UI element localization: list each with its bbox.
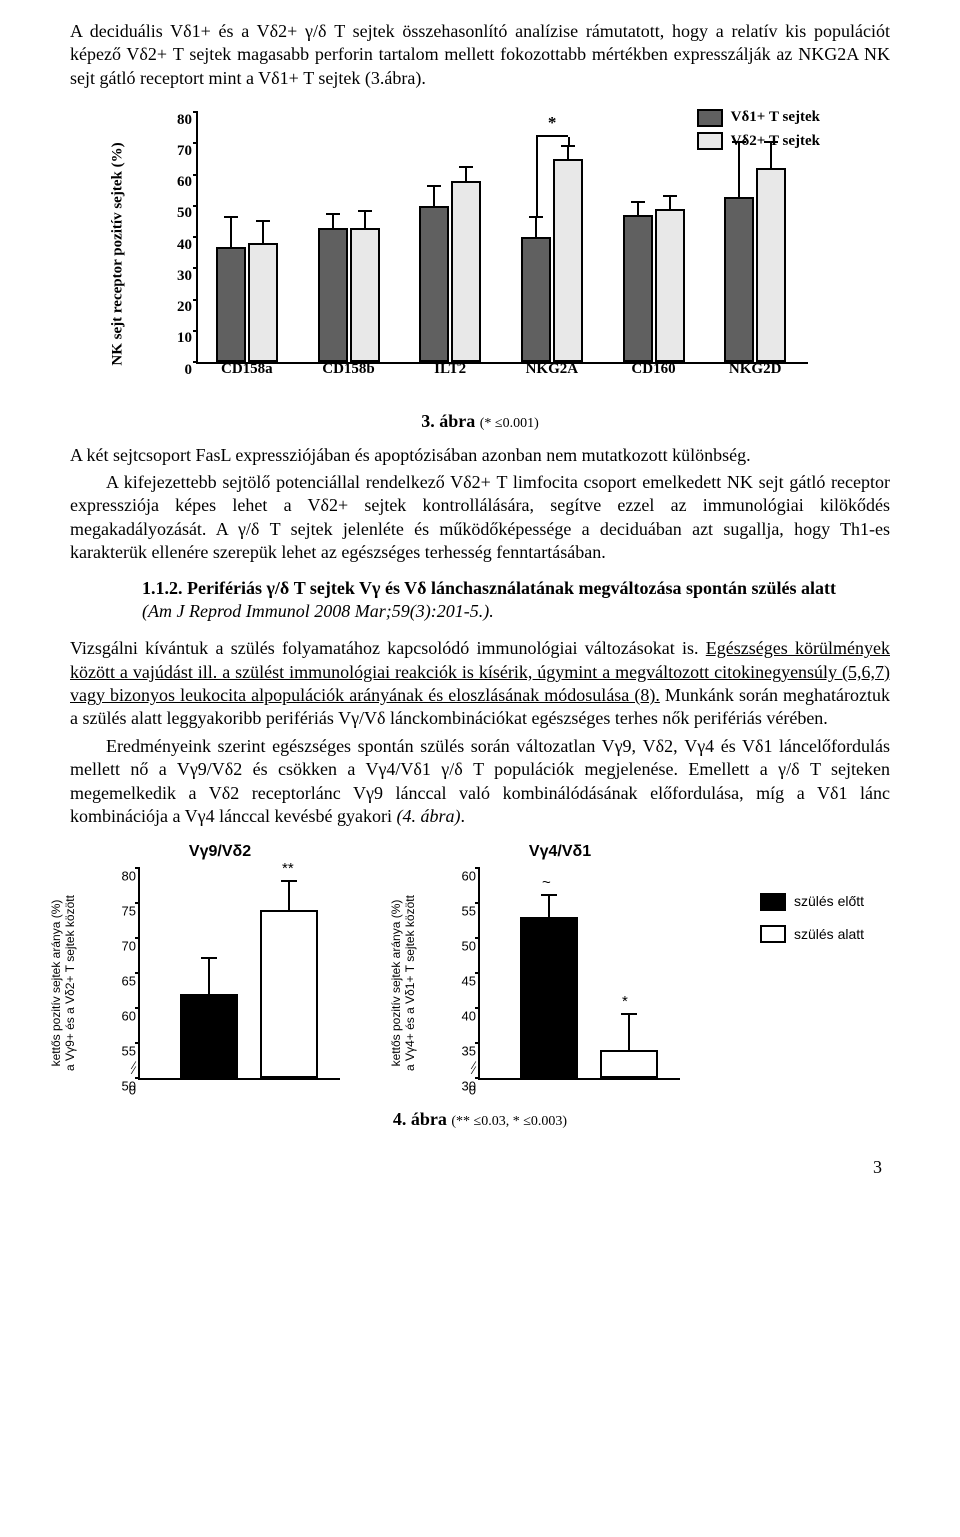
chart4-panel-title: Vγ4/Vδ1 [420, 842, 700, 863]
chart4-ytick: 60 [446, 868, 476, 885]
chart3-category-label: CD158b [299, 360, 399, 380]
chart3-bar-NKG2D-vd2 [756, 168, 786, 362]
chart3-bar-NKG2A-vd1 [521, 237, 551, 362]
chart4-significance: ~ [542, 873, 551, 893]
chart3-ytick: 70 [158, 142, 192, 162]
chart3-ytick: 0 [158, 360, 192, 380]
chart3-bar-CD160-vd2 [655, 209, 685, 362]
chart3-ytick: 30 [158, 267, 192, 287]
paragraph-results: Eredményeink szerint egészséges spontán … [70, 735, 890, 829]
chart3-legend-label: Vδ2+ T sejtek [731, 132, 820, 152]
chart3-bar-CD158b-vd1 [318, 228, 348, 362]
figure-4-caption-small: (** ≤0.03, * ≤0.003) [451, 1114, 567, 1129]
chart4-ytick: 55 [106, 1043, 136, 1060]
chart4-bar [260, 910, 318, 1078]
chart3-bar-ILT2-vd2 [451, 181, 481, 362]
chart4-ytick: 70 [106, 938, 136, 955]
chart4-ytick: 35 [446, 1043, 476, 1060]
paragraph-fasl: A két sejtcsoport FasL expressziójában é… [70, 444, 890, 467]
chart4-legend-label: szülés alatt [794, 925, 864, 943]
chart3-bar-NKG2D-vd1 [724, 197, 754, 363]
figure-3-caption-bold: 3. ábra [421, 411, 475, 431]
chart4-legend-label: szülés előtt [794, 892, 864, 910]
figure-3-caption: 3. ábra (* ≤0.001) [70, 410, 890, 433]
chart3-ytick: 40 [158, 235, 192, 255]
figure-3: NK sejt receptor pozitív sejtek (%) 0 10 20… [70, 104, 890, 404]
chart3-significance: * [548, 112, 557, 134]
chart4-ylabel: kettős pozitív sejtek aránya (%)a Vγ4+ é… [390, 895, 418, 1071]
chart3-ytick: 60 [158, 173, 192, 193]
chart3-legend-label: Vδ1+ T sejtek [731, 108, 820, 128]
chart3-legend: Vδ1+ T sejtek Vδ2+ T sejtek [697, 108, 820, 155]
paragraph-intro-1: A deciduális Vδ1+ és a Vδ2+ γ/δ T sejtek… [70, 20, 890, 90]
chart4-ytick: 65 [106, 973, 136, 990]
chart4-panel-0: Vγ9/Vδ2kettős pozitív sejtek aránya (%)a… [80, 842, 360, 1102]
chart3-ytick: 20 [158, 298, 192, 318]
chart4-ytick: 60 [106, 1008, 136, 1025]
chart4-ytick: 50 [446, 938, 476, 955]
figure-4-caption: 4. ábra (** ≤0.03, * ≤0.003) [70, 1108, 890, 1131]
chart3-bar-CD158a-vd1 [216, 247, 246, 363]
chart3-ytick: 50 [158, 204, 192, 224]
chart4-bar [600, 1050, 658, 1078]
chart3-category-label: NKG2D [705, 360, 805, 380]
chart4-ytick: 45 [446, 973, 476, 990]
chart4-panel-title: Vγ9/Vδ2 [80, 842, 360, 863]
chart4-legend: szülés előtt szülés alatt [760, 892, 880, 1102]
chart3-category-label: CD158a [197, 360, 297, 380]
chart3-category-label: CD160 [604, 360, 704, 380]
section-heading: Perifériás γ/δ T sejtek Vγ és Vδ lánchas… [187, 578, 836, 598]
chart4-ytick: 55 [446, 903, 476, 920]
page-number: 3 [70, 1156, 890, 1179]
chart4-ylabel: kettős pozitív sejtek aránya (%)a Vγ9+ é… [50, 895, 78, 1071]
chart4-bar [520, 917, 578, 1078]
underline-1: Egészséges körülmények között a vajúdást… [70, 638, 890, 705]
paragraph-explain: A kifejezettebb sejtölő potenciállal ren… [70, 471, 890, 565]
chart3-ylabel: NK sejt receptor pozitív sejtek (%) [108, 143, 128, 366]
chart4-significance: * [622, 992, 628, 1012]
section-reference: (Am J Reprod Immunol 2008 Mar;59(3):201-… [142, 600, 890, 623]
section-number: 1.1.2. [142, 578, 183, 598]
figure-4: Vγ9/Vδ2 kettős pozitív sejtek aránya (%)a… [70, 842, 890, 1102]
paragraph-aim: Vizsgálni kívántuk a szülés folyamatához… [70, 637, 890, 731]
chart4-ytick: 80 [106, 868, 136, 885]
chart3-ytick: 80 [158, 110, 192, 130]
figure-4-caption-bold: 4. ábra [393, 1109, 447, 1129]
chart3-bar-ILT2-vd1 [419, 206, 449, 362]
chart3-bar-CD160-vd1 [623, 215, 653, 362]
chart4-bar [180, 994, 238, 1078]
chart3-bar-CD158b-vd2 [350, 228, 380, 362]
chart3-ytick: 10 [158, 329, 192, 349]
chart3-category-label: ILT2 [400, 360, 500, 380]
chart3-category-label: NKG2A [502, 360, 602, 380]
chart4-panel-1: Vγ4/Vδ1kettős pozitív sejtek aránya (%)a… [420, 842, 700, 1102]
chart4-ytick: 75 [106, 903, 136, 920]
chart3-bar-CD158a-vd2 [248, 243, 278, 362]
chart4-significance: ** [282, 859, 294, 879]
chart3-bar-NKG2A-vd2 [553, 159, 583, 362]
figure-3-caption-small: (* ≤0.001) [480, 416, 539, 431]
chart4-ytick: 40 [446, 1008, 476, 1025]
section-1-1-2-title: 1.1.2. Perifériás γ/δ T sejtek Vγ és Vδ … [142, 577, 890, 600]
